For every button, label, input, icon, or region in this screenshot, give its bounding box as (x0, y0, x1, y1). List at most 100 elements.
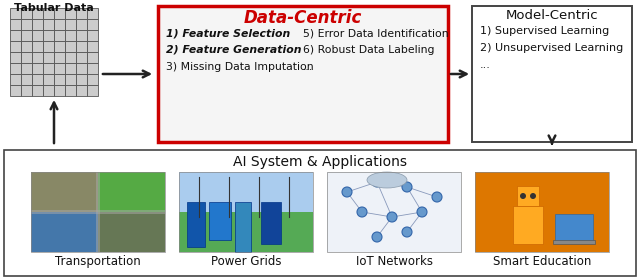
Bar (54, 41, 65, 52)
Circle shape (372, 232, 382, 242)
FancyBboxPatch shape (4, 150, 636, 276)
Bar (87, 41, 98, 52)
Text: 1) Feature Selection: 1) Feature Selection (166, 28, 291, 38)
Bar (87, 8, 98, 19)
Text: Data-Centric: Data-Centric (244, 9, 362, 27)
Bar (10, 52, 21, 63)
Bar (54, 52, 65, 63)
Bar (475, 172, 609, 252)
Bar (76, 30, 87, 41)
Bar (54, 30, 65, 41)
Bar (76, 41, 87, 52)
Bar (32, 19, 43, 30)
Bar (31, 172, 165, 252)
Text: Smart Education: Smart Education (493, 255, 591, 268)
Bar (179, 212, 313, 252)
Bar (32, 52, 43, 63)
FancyBboxPatch shape (472, 6, 632, 142)
Circle shape (357, 207, 367, 217)
Bar (327, 172, 461, 252)
Bar (10, 41, 21, 52)
Bar (65, 8, 76, 19)
Bar (65, 74, 76, 85)
Bar (54, 8, 65, 19)
Bar (43, 63, 54, 74)
Bar (327, 172, 461, 252)
Bar (54, 85, 65, 96)
Text: 2) Feature Generation: 2) Feature Generation (166, 45, 301, 55)
Bar (31, 210, 165, 214)
Circle shape (520, 193, 526, 199)
Bar (76, 52, 87, 63)
Circle shape (432, 192, 442, 202)
Text: AI System & Applications: AI System & Applications (233, 155, 407, 169)
Text: IoT Networks: IoT Networks (355, 255, 433, 268)
Bar (32, 63, 43, 74)
Bar (65, 85, 76, 96)
Bar (10, 85, 21, 96)
Text: 6) Robust Data Labeling: 6) Robust Data Labeling (303, 45, 435, 55)
Bar (553, 240, 595, 244)
Bar (21, 41, 32, 52)
Text: 3) Missing Data Imputation: 3) Missing Data Imputation (166, 62, 314, 72)
Bar (10, 19, 21, 30)
Circle shape (402, 227, 412, 237)
Bar (43, 41, 54, 52)
Bar (98, 172, 165, 212)
Text: ...: ... (303, 62, 313, 72)
Bar (10, 30, 21, 41)
Bar (65, 41, 76, 52)
Bar (43, 30, 54, 41)
Bar (87, 63, 98, 74)
Bar (32, 85, 43, 96)
Bar (76, 85, 87, 96)
FancyBboxPatch shape (158, 6, 448, 142)
Bar (21, 19, 32, 30)
Bar (31, 172, 98, 212)
Bar (96, 172, 100, 252)
Bar (43, 74, 54, 85)
Bar (65, 19, 76, 30)
Circle shape (342, 187, 352, 197)
Bar (517, 186, 539, 206)
Bar (32, 74, 43, 85)
Bar (10, 8, 21, 19)
Text: Transportation: Transportation (55, 255, 141, 268)
Bar (235, 202, 251, 252)
Bar (76, 8, 87, 19)
Bar (475, 172, 609, 252)
Circle shape (417, 207, 427, 217)
Bar (21, 74, 32, 85)
Circle shape (530, 193, 536, 199)
Bar (32, 30, 43, 41)
Bar (513, 206, 543, 244)
Text: Tabular Data: Tabular Data (14, 3, 94, 13)
Text: Model-Centric: Model-Centric (506, 9, 598, 22)
Bar (32, 41, 43, 52)
Bar (43, 8, 54, 19)
Bar (179, 172, 313, 212)
Bar (10, 63, 21, 74)
Bar (261, 202, 281, 244)
Bar (43, 19, 54, 30)
Bar (32, 8, 43, 19)
Bar (87, 74, 98, 85)
Bar (65, 63, 76, 74)
Bar (87, 85, 98, 96)
Bar (98, 212, 165, 252)
Bar (555, 214, 593, 242)
Bar (87, 52, 98, 63)
Bar (76, 19, 87, 30)
Bar (87, 30, 98, 41)
Bar (21, 52, 32, 63)
Bar (21, 85, 32, 96)
Bar (65, 30, 76, 41)
Bar (43, 52, 54, 63)
Bar (10, 74, 21, 85)
Bar (54, 74, 65, 85)
Bar (54, 63, 65, 74)
Text: 1) Supervised Learning: 1) Supervised Learning (480, 26, 609, 36)
Text: ...: ... (480, 60, 491, 70)
Circle shape (372, 177, 382, 187)
Bar (21, 30, 32, 41)
